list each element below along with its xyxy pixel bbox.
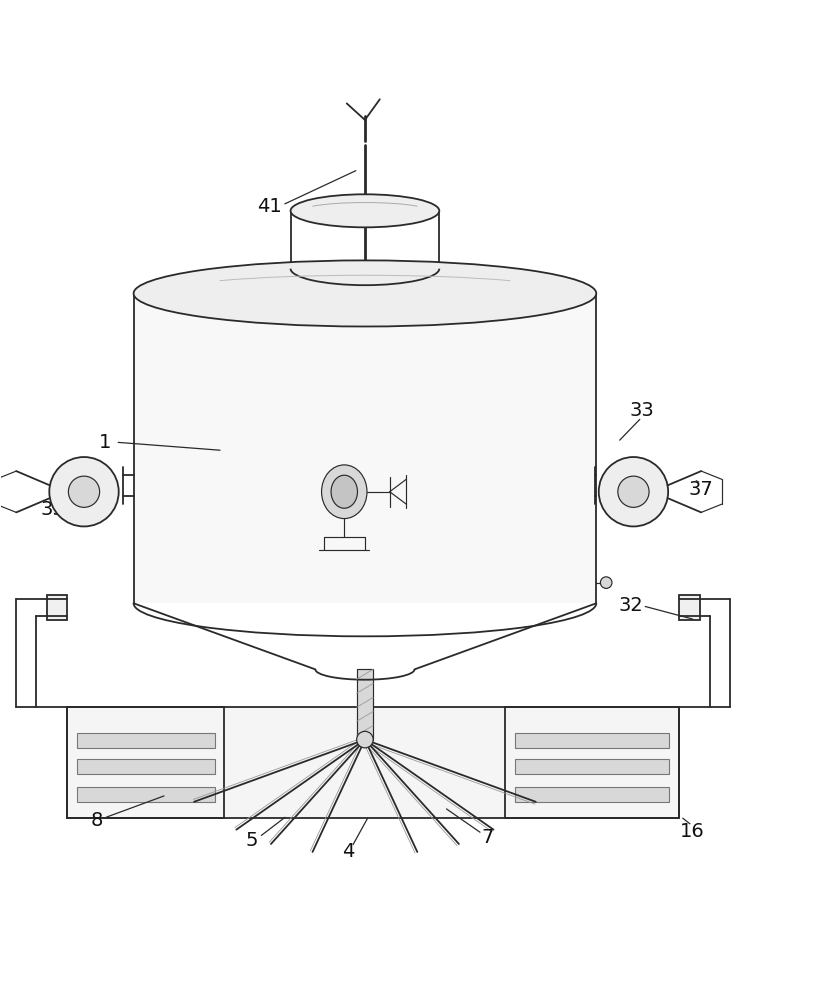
Text: 7: 7 xyxy=(480,828,493,847)
Bar xyxy=(356,669,373,740)
Bar xyxy=(515,733,668,748)
Bar xyxy=(133,293,595,603)
Bar xyxy=(505,707,678,818)
Bar xyxy=(67,707,224,818)
Text: 4: 4 xyxy=(342,842,354,861)
Text: 5: 5 xyxy=(245,831,258,850)
Text: 8: 8 xyxy=(90,811,103,830)
Bar xyxy=(77,733,214,748)
Text: 16: 16 xyxy=(679,822,704,841)
Ellipse shape xyxy=(291,194,439,227)
Text: 41: 41 xyxy=(258,197,282,216)
Bar xyxy=(515,759,668,774)
Ellipse shape xyxy=(330,475,357,508)
Circle shape xyxy=(69,476,99,507)
Bar xyxy=(46,595,67,620)
Text: 35: 35 xyxy=(40,500,65,519)
Bar xyxy=(678,595,699,620)
Bar xyxy=(515,787,668,802)
Circle shape xyxy=(599,577,611,588)
Bar xyxy=(77,787,214,802)
Circle shape xyxy=(356,731,373,748)
Text: 32: 32 xyxy=(618,596,643,615)
Circle shape xyxy=(598,457,667,526)
Circle shape xyxy=(49,457,118,526)
Circle shape xyxy=(617,476,648,507)
Text: 1: 1 xyxy=(99,433,111,452)
Text: 33: 33 xyxy=(628,401,653,420)
Ellipse shape xyxy=(133,260,595,326)
Bar xyxy=(77,759,214,774)
Text: 40: 40 xyxy=(530,288,554,307)
Text: 37: 37 xyxy=(688,480,713,499)
Bar xyxy=(67,707,678,818)
Ellipse shape xyxy=(321,465,367,519)
